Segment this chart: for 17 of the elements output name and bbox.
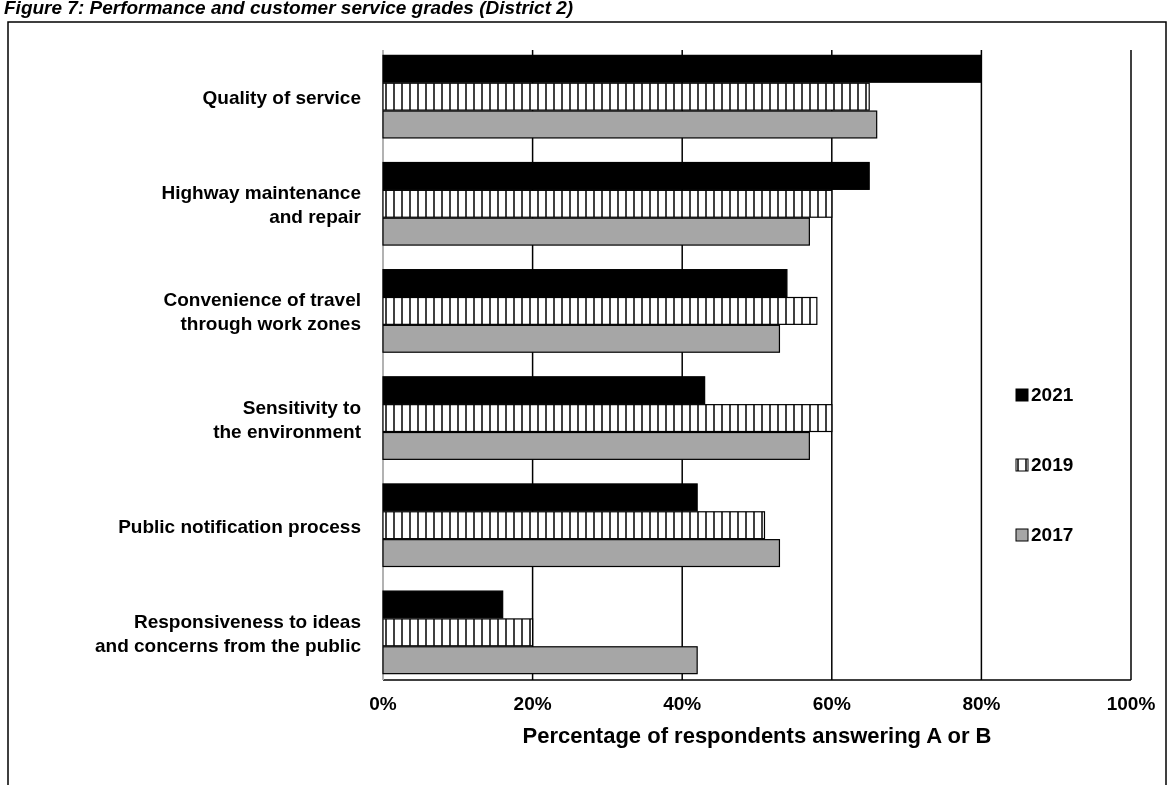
- x-tick-label: 100%: [1106, 693, 1156, 714]
- legend-label: 2019: [1031, 454, 1074, 475]
- y-tick-label: Highway maintenance and repair: [161, 182, 362, 228]
- x-axis-title: Percentage of respondents answering A or B: [522, 723, 992, 748]
- y-tick-label: Quality of service: [202, 87, 361, 109]
- x-tick-label: 80%: [962, 693, 1001, 714]
- y-tick-label: Responsiveness to ideas and concerns from the public: [94, 610, 362, 656]
- legend-label: 2021: [1031, 384, 1074, 405]
- x-tick-label: 40%: [663, 693, 702, 714]
- x-tick-label: 20%: [513, 693, 552, 714]
- x-tick-label: 0%: [369, 693, 397, 714]
- y-tick-label: Public notification process: [118, 515, 361, 537]
- chart-title: Figure 7: Performance and customer service grades (District 2): [4, 0, 574, 18]
- x-tick-label: 60%: [812, 693, 851, 714]
- legend-label: 2017: [1031, 524, 1074, 545]
- y-tick-label: Convenience of travel through work zones: [163, 289, 361, 335]
- y-tick-label: Sensitivity to the environment: [213, 396, 362, 442]
